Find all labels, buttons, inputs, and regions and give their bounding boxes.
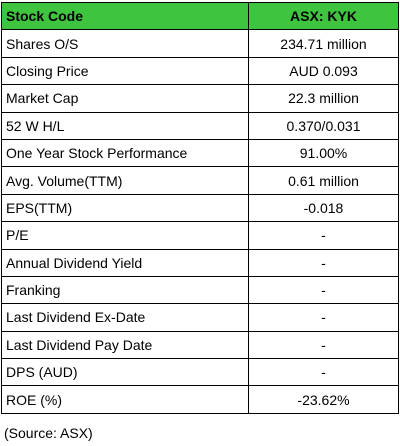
row-value: - — [248, 330, 399, 360]
row-value: - — [248, 275, 399, 305]
row-value: 91.00% — [248, 138, 399, 168]
row-value: - — [248, 221, 399, 250]
row-label: Annual Dividend Yield — [1, 248, 249, 277]
row-label: ROE (%) — [1, 385, 249, 414]
row-label: Closing Price — [1, 56, 249, 86]
row-value: -0.018 — [248, 193, 399, 223]
table-row: Closing Price AUD 0.093 — [1, 56, 399, 86]
table-row: 52 W H/L 0.370/0.031 — [1, 111, 399, 140]
row-label: Shares O/S — [1, 29, 249, 58]
row-value: - — [248, 248, 399, 277]
header-stock-code-label: Stock Code — [1, 1, 249, 31]
row-label: 52 W H/L — [1, 111, 249, 140]
table-row: ROE (%) -23.62% — [1, 385, 399, 414]
row-label: One Year Stock Performance — [1, 138, 249, 168]
table-body: Shares O/S 234.71 million Closing Price AUD… — [1, 29, 399, 414]
table-row: Market Cap 22.3 million — [1, 84, 399, 113]
row-value: - — [248, 358, 399, 387]
row-label: Last Dividend Ex-Date — [1, 303, 249, 332]
row-value: 234.71 million — [248, 29, 399, 58]
table-row: Shares O/S 234.71 million — [1, 29, 399, 58]
row-value: 22.3 million — [248, 84, 399, 113]
table-header-row: Stock Code ASX: KYK — [1, 1, 399, 31]
row-value: 0.370/0.031 — [248, 111, 399, 140]
row-value: AUD 0.093 — [248, 56, 399, 86]
table-row: Annual Dividend Yield - — [1, 248, 399, 277]
row-value: -23.62% — [248, 385, 399, 414]
table-row: One Year Stock Performance 91.00% — [1, 138, 399, 168]
header-stock-code-value: ASX: KYK — [248, 1, 399, 31]
row-label: P/E — [1, 221, 249, 250]
row-value: 0.61 million — [248, 166, 399, 195]
row-label: Avg. Volume(TTM) — [1, 166, 249, 195]
stock-data-table: Stock Code ASX: KYK Shares O/S 234.71 mil… — [1, 1, 399, 414]
table-row: P/E - — [1, 221, 399, 250]
source-note: (Source: ASX) — [4, 425, 93, 441]
row-label: EPS(TTM) — [1, 193, 249, 223]
row-label: Market Cap — [1, 84, 249, 113]
table-row: EPS(TTM) -0.018 — [1, 193, 399, 223]
row-value: - — [248, 303, 399, 332]
table-row: Last Dividend Pay Date - — [1, 330, 399, 360]
table-row: DPS (AUD) - — [1, 358, 399, 387]
table-row: Last Dividend Ex-Date - — [1, 303, 399, 332]
row-label: DPS (AUD) — [1, 358, 249, 387]
table-row: Franking - — [1, 275, 399, 305]
row-label: Last Dividend Pay Date — [1, 330, 249, 360]
table-row: Avg. Volume(TTM) 0.61 million — [1, 166, 399, 195]
row-label: Franking — [1, 275, 249, 305]
